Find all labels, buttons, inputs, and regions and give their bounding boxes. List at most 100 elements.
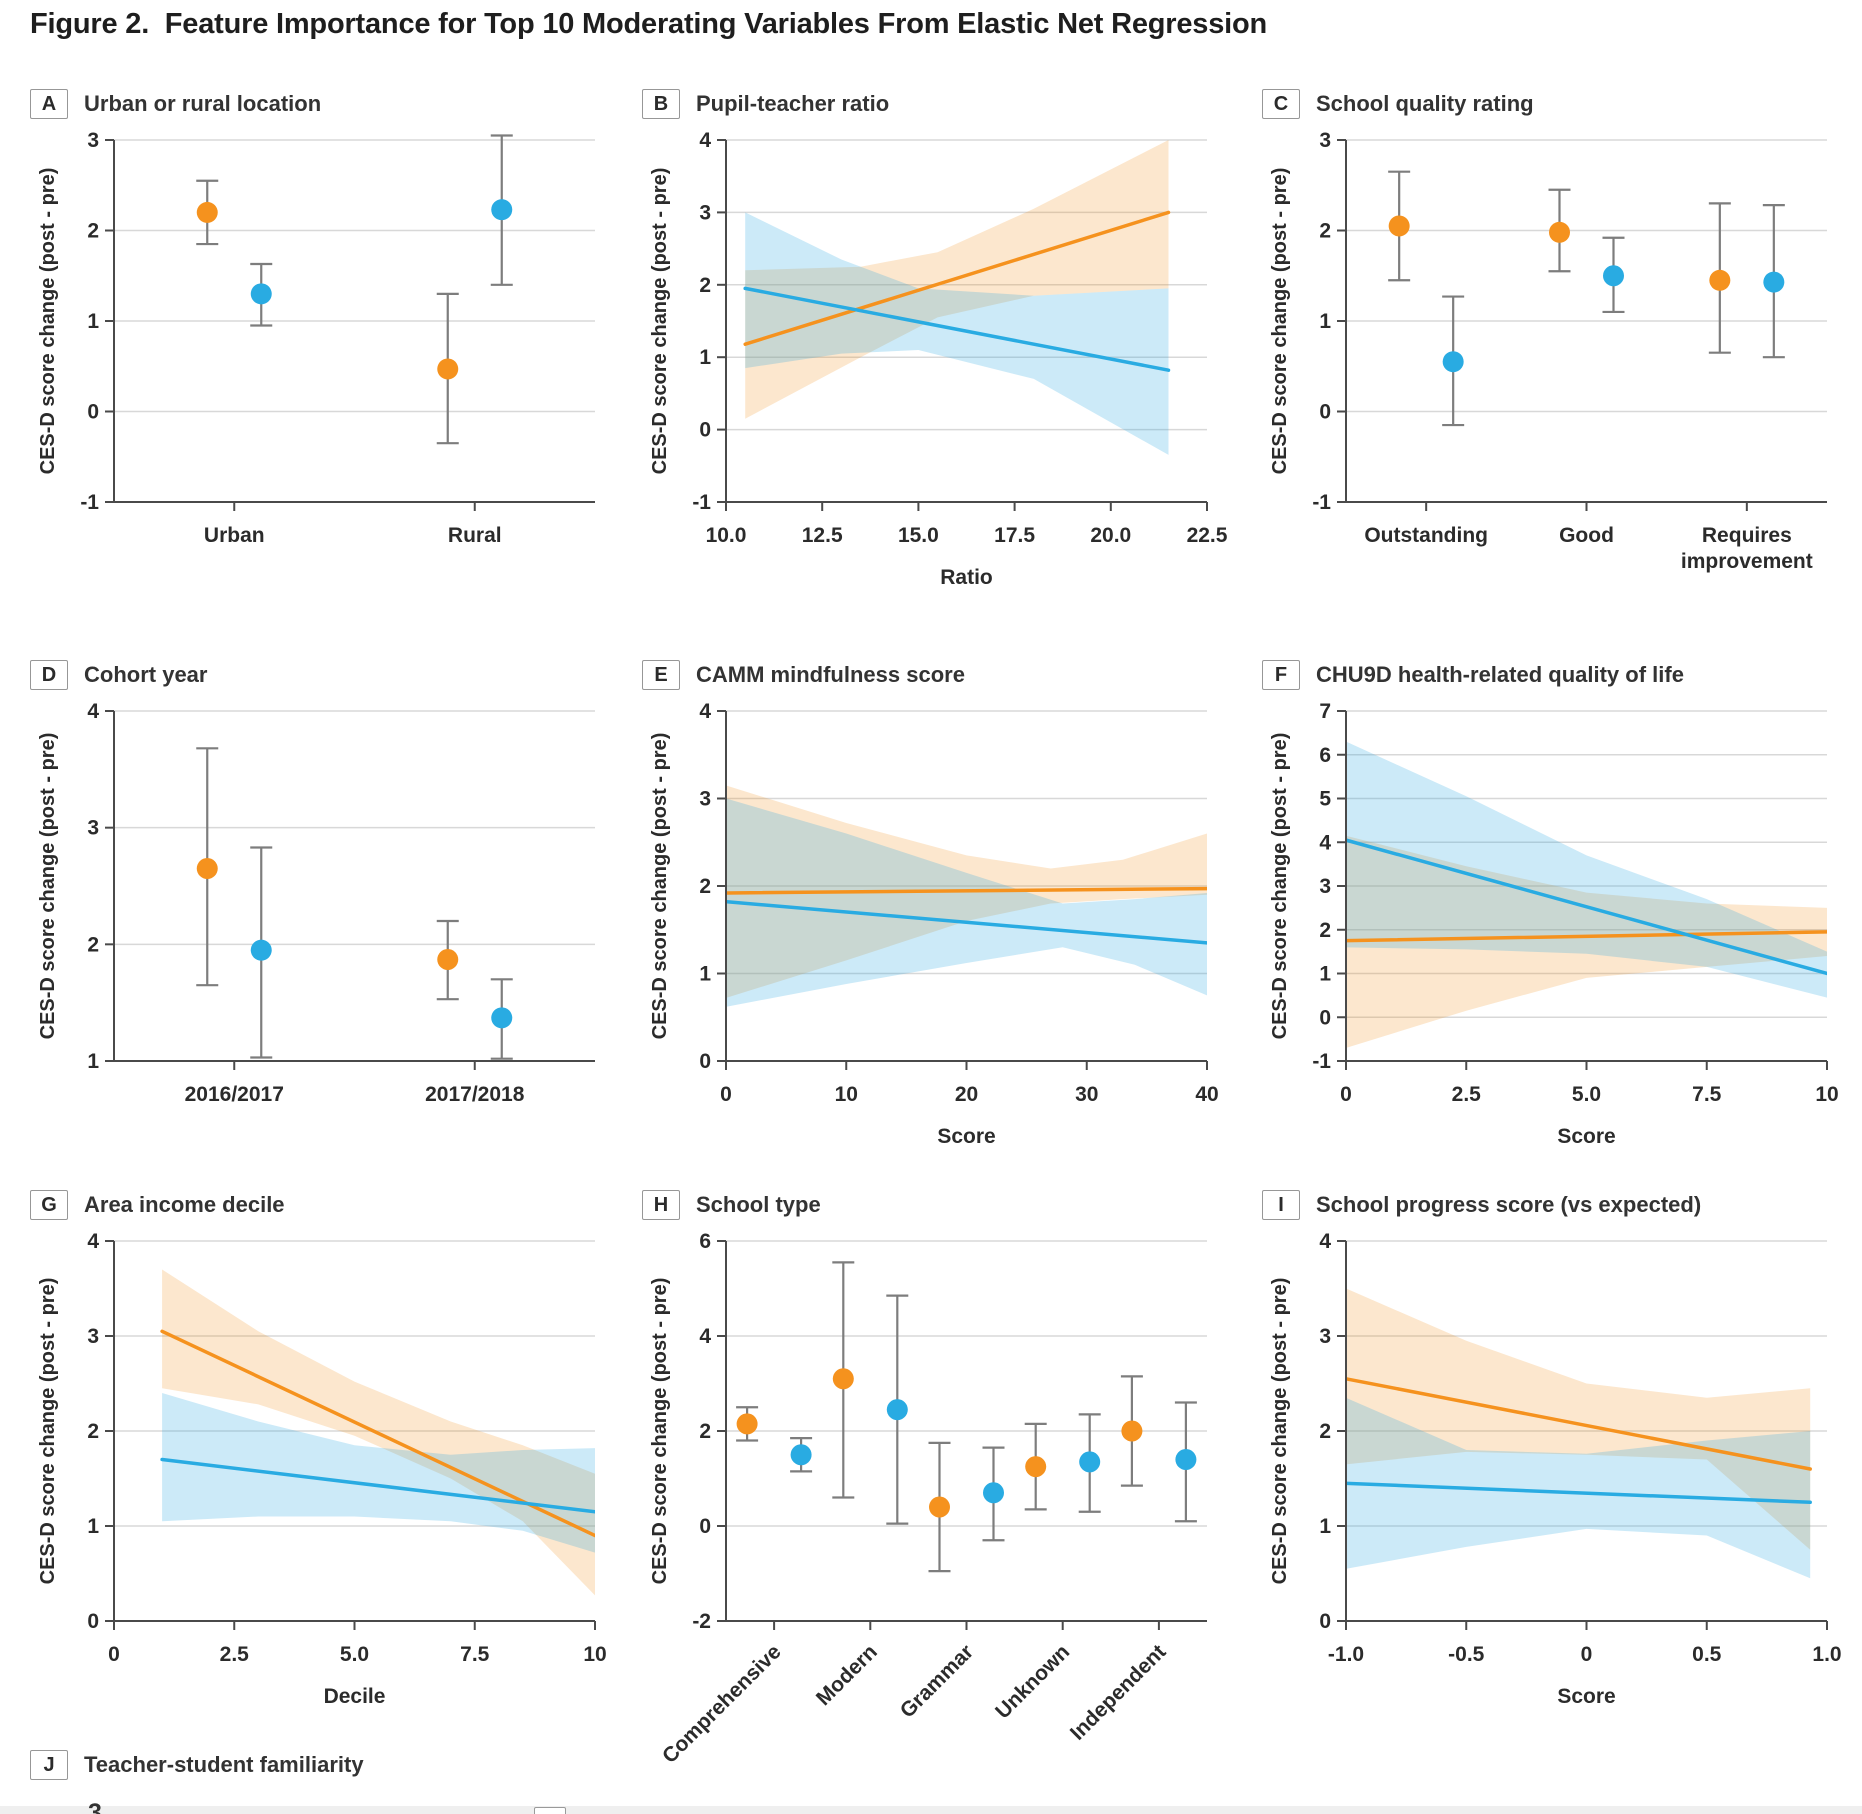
panel-c-chart: 3 2 1 0 -1 CES-D score change (post - pre) Out… — [1262, 126, 1847, 588]
panel-i-chart: 4 3 2 1 0 CES-D score change (post - pre) -1.0… — [1262, 1227, 1847, 1725]
blue-point — [491, 199, 513, 221]
svg-text:5: 5 — [1319, 788, 1331, 811]
svg-text:3: 3 — [699, 788, 711, 811]
svg-text:4: 4 — [699, 1325, 711, 1348]
svg-text:3: 3 — [87, 129, 99, 152]
panel-i-header: I School progress score (vs expected) — [1262, 1185, 1847, 1225]
panel-urban-rural: A Urban or rural location 3 2 1 0 -1 CES-D sc… — [30, 84, 615, 560]
panel-school-progress: I School progress score (vs expected) 4 3… — [1262, 1185, 1847, 1725]
svg-text:2: 2 — [1319, 220, 1331, 243]
panel-h-title: School type — [696, 1192, 821, 1217]
blue-point — [1603, 265, 1624, 287]
svg-text:22.5: 22.5 — [1187, 524, 1228, 547]
panel-c-letter-badge: C — [1262, 89, 1300, 119]
svg-text:12.5: 12.5 — [802, 524, 843, 547]
blue-point — [250, 939, 272, 961]
panel-a-chart: 3 2 1 0 -1 CES-D score change (post - pre) Urb… — [30, 126, 615, 560]
svg-text:1: 1 — [699, 963, 711, 986]
panel-f-letter-badge: F — [1262, 660, 1300, 690]
svg-text:3: 3 — [1319, 1325, 1331, 1348]
panel-d-header: D Cohort year — [30, 655, 615, 695]
panel-d-title: Cohort year — [84, 662, 208, 687]
svg-text:15.0: 15.0 — [898, 524, 939, 547]
svg-text:10: 10 — [835, 1083, 858, 1106]
orange-point — [1709, 269, 1731, 291]
orange-point — [196, 858, 218, 879]
svg-text:2: 2 — [699, 274, 711, 297]
panel-school-type: H School type 6 4 2 0 -2 CES-D score change (… — [642, 1185, 1227, 1781]
panel-f-title: CHU9D health-related quality of life — [1316, 662, 1684, 687]
svg-text:Modern: Modern — [812, 1640, 882, 1710]
panel-a-title: Urban or rural location — [84, 91, 322, 116]
svg-text:CES-D score change (post - pre: CES-D score change (post - pre) — [649, 168, 671, 475]
svg-text:Score: Score — [937, 1125, 995, 1148]
svg-text:2: 2 — [1319, 919, 1331, 942]
panel-h-chart: 6 4 2 0 -2 CES-D score change (post - pre) Com… — [642, 1227, 1227, 1781]
panel-f-chart: 7 6 5 4 3 2 1 0 -1 CES-D score change (post - pre… — [1262, 697, 1847, 1165]
svg-text:30: 30 — [1075, 1083, 1098, 1106]
svg-text:Outstanding: Outstanding — [1364, 524, 1488, 547]
blue-point — [1175, 1449, 1197, 1470]
panel-e-letter-badge: E — [642, 660, 680, 690]
panel-a-header: A Urban or rural location — [30, 84, 615, 124]
blue-point — [1079, 1451, 1101, 1473]
panel-b-header: B Pupil-teacher ratio — [642, 84, 1227, 124]
blue-point — [491, 1007, 513, 1029]
blue-point — [790, 1444, 812, 1466]
svg-text:Unknown: Unknown — [991, 1640, 1074, 1723]
panel-h-svg: 6 4 2 0 -2 CES-D score change (post - pre) Com… — [649, 1230, 1207, 1768]
svg-text:0.5: 0.5 — [1692, 1643, 1722, 1666]
svg-text:0: 0 — [699, 1515, 711, 1538]
svg-text:4: 4 — [87, 1230, 99, 1253]
svg-text:10: 10 — [583, 1643, 606, 1666]
svg-text:1: 1 — [1319, 1515, 1331, 1538]
orange-point — [437, 358, 459, 380]
panel-c-svg: 3 2 1 0 -1 CES-D score change (post - pre) Out… — [1269, 129, 1827, 573]
svg-text:2: 2 — [87, 1420, 99, 1443]
panel-g-chart: 4 3 2 1 0 CES-D score change (post - pre) 0 2.5… — [30, 1227, 615, 1725]
svg-text:7.5: 7.5 — [1692, 1083, 1722, 1106]
svg-text:-1: -1 — [1312, 491, 1331, 514]
panel-g-letter-badge: G — [30, 1190, 68, 1220]
svg-text:-1.0: -1.0 — [1328, 1643, 1364, 1666]
panel-b-svg: 4 3 2 1 0 -1 CES-D score change (post - pre) 10… — [649, 129, 1228, 589]
orange-point — [1388, 215, 1410, 237]
svg-text:2: 2 — [87, 933, 99, 956]
svg-text:CES-D score change (post - pre: CES-D score change (post - pre) — [1269, 733, 1291, 1040]
panel-area-income-decile: G Area income decile 4 3 2 1 0 CES-D score ch… — [30, 1185, 615, 1725]
panel-a-letter-badge: A — [30, 89, 68, 119]
panel-j-header: J Teacher-student familiarity — [30, 1745, 615, 1785]
svg-text:Grammar: Grammar — [896, 1640, 978, 1722]
svg-text:-0.5: -0.5 — [1448, 1643, 1485, 1666]
svg-text:0: 0 — [1319, 1006, 1331, 1029]
svg-text:CES-D score change (post - pre: CES-D score change (post - pre) — [1269, 1278, 1291, 1585]
panel-e-chart: 4 3 2 1 0 CES-D score change (post - pre) 0 10 2… — [642, 697, 1227, 1165]
panel-cohort-year: D Cohort year 4 3 2 1 CES-D score change (po… — [30, 655, 615, 1119]
panel-d-svg: 4 3 2 1 CES-D score change (post - pre) 2016/… — [37, 700, 595, 1106]
svg-text:1: 1 — [87, 1515, 99, 1538]
orange-point — [736, 1413, 758, 1435]
panel-b-title: Pupil-teacher ratio — [696, 91, 890, 116]
svg-text:1: 1 — [1319, 963, 1331, 986]
svg-text:1: 1 — [87, 1050, 99, 1073]
svg-text:1.0: 1.0 — [1812, 1643, 1841, 1666]
svg-text:3: 3 — [87, 817, 99, 840]
svg-text:0: 0 — [87, 1610, 99, 1633]
svg-text:20.0: 20.0 — [1090, 524, 1131, 547]
orange-point — [929, 1496, 950, 1518]
svg-text:17.5: 17.5 — [994, 524, 1035, 547]
panel-b-letter-badge: B — [642, 89, 680, 119]
orange-point — [437, 949, 459, 970]
svg-text:6: 6 — [699, 1230, 711, 1253]
svg-text:10.0: 10.0 — [706, 524, 747, 547]
panel-school-quality: C School quality rating 3 2 1 0 -1 CES-D scor… — [1262, 84, 1847, 588]
svg-text:CES-D score change (post - pre: CES-D score change (post - pre) — [37, 1278, 59, 1585]
svg-text:5.0: 5.0 — [1572, 1083, 1601, 1106]
orange-point — [832, 1368, 854, 1390]
panel-f-header: F CHU9D health-related quality of life — [1262, 655, 1847, 695]
svg-text:Good: Good — [1559, 524, 1614, 547]
svg-text:3: 3 — [1319, 129, 1331, 152]
